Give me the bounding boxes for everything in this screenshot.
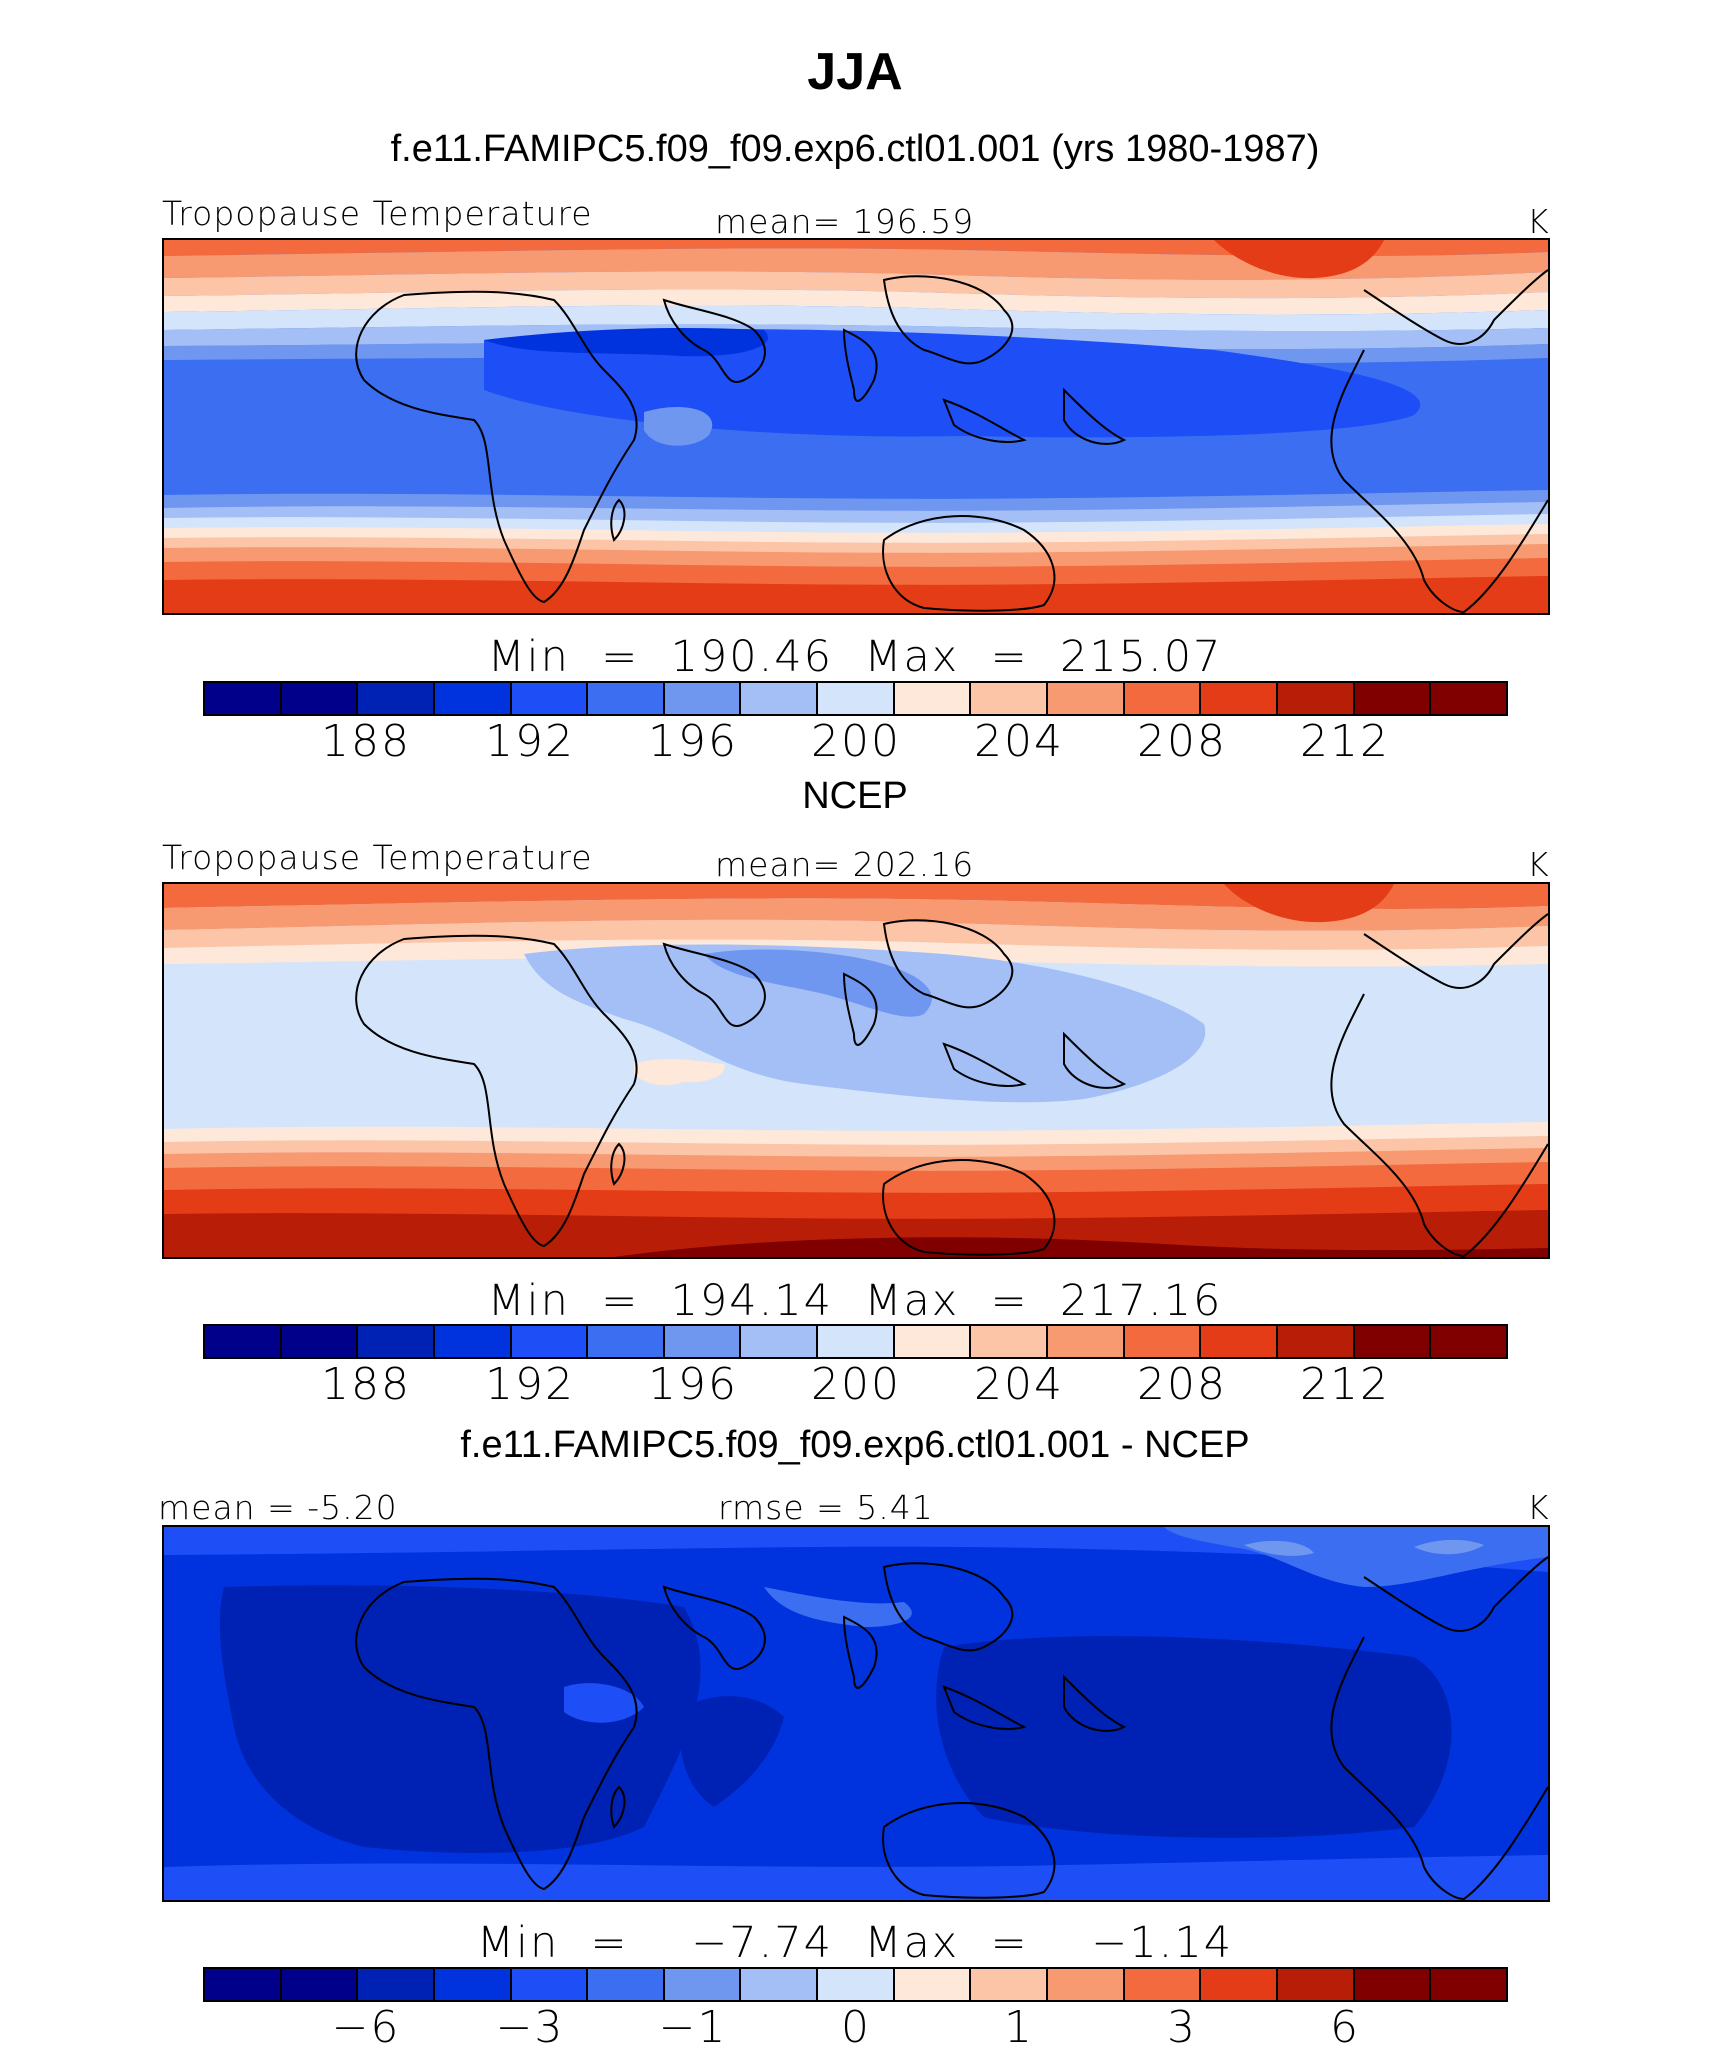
- colorbar-tick-label: 204: [974, 1359, 1064, 1410]
- panel-3-colorbar-ticks: −6 −3 −1 0 1 3 6: [0, 2002, 1710, 2053]
- colorbar-swatch: [1277, 1969, 1355, 2000]
- colorbar-swatch: [588, 683, 665, 714]
- colorbar-swatch: [588, 1969, 665, 2000]
- colorbar-tick-label: 6: [1330, 2002, 1360, 2053]
- colorbar-swatch: [1201, 1969, 1278, 2000]
- colorbar-swatch: [588, 1326, 665, 1357]
- colorbar-swatch: [1354, 1326, 1432, 1357]
- colorbar-swatch: [664, 1969, 742, 2000]
- colorbar-swatch: [971, 1326, 1049, 1357]
- colorbar-swatch: [1201, 1326, 1278, 1357]
- panel-3-min-max: Min = −7.74 Max = −1.14: [476, 1918, 1234, 1968]
- colorbar-swatch: [894, 1969, 972, 2000]
- colorbar-tick-label: 212: [1300, 716, 1390, 767]
- colorbar-tick-label: 208: [1137, 1359, 1227, 1410]
- colorbar-tick-label: 192: [485, 1359, 575, 1410]
- colorbar-swatch: [511, 683, 589, 714]
- colorbar-swatch: [281, 1326, 359, 1357]
- panel-1-map: [162, 238, 1550, 615]
- colorbar-swatch: [1431, 1326, 1506, 1357]
- panel-1-colorbar-ticks: 188 192 196 200 204 208 212: [0, 716, 1710, 767]
- colorbar-swatch: [358, 1969, 435, 2000]
- colorbar-tick-label: 188: [321, 716, 411, 767]
- colorbar-swatch: [1048, 1969, 1125, 2000]
- colorbar-swatch: [434, 1969, 512, 2000]
- colorbar-swatch: [511, 1969, 589, 2000]
- colorbar-swatch: [818, 1326, 895, 1357]
- panel-2-min-max: Min = 194.14 Max = 217.16: [487, 1276, 1223, 1326]
- colorbar-swatch: [894, 1326, 972, 1357]
- colorbar-swatch: [1124, 683, 1202, 714]
- colorbar-swatch: [205, 683, 282, 714]
- panel-1-mean-label: mean= 196.59: [715, 202, 975, 241]
- colorbar-swatch: [1124, 1969, 1202, 2000]
- colorbar-swatch: [1124, 1326, 1202, 1357]
- colorbar-tick-label: −1: [658, 2002, 728, 2053]
- colorbar-swatch: [281, 1969, 359, 2000]
- colorbar-swatch: [818, 1969, 895, 2000]
- colorbar-swatch: [434, 1326, 512, 1357]
- panel-1-units-label: K: [1527, 202, 1550, 241]
- colorbar-swatch: [894, 683, 972, 714]
- colorbar-swatch: [1048, 1326, 1125, 1357]
- panel-2-title: NCEP: [802, 775, 908, 817]
- colorbar-tick-label: −6: [331, 2002, 401, 2053]
- colorbar-swatch: [1277, 1326, 1355, 1357]
- colorbar-swatch: [434, 683, 512, 714]
- panel-2-colorbar: [203, 1324, 1508, 1359]
- colorbar-tick-label: 212: [1300, 1359, 1390, 1410]
- colorbar-swatch: [1431, 683, 1506, 714]
- panel-1-variable-label: Tropopause Temperature: [162, 194, 593, 233]
- colorbar-tick-label: 204: [974, 716, 1064, 767]
- colorbar-swatch: [741, 1969, 819, 2000]
- colorbar-swatch: [1354, 1969, 1432, 2000]
- colorbar-swatch: [971, 1969, 1049, 2000]
- colorbar-swatch: [511, 1326, 589, 1357]
- panel-1-min-max: Min = 190.46 Max = 215.07: [487, 632, 1223, 682]
- panel-3-colorbar: [203, 1967, 1508, 2002]
- colorbar-swatch: [1431, 1969, 1506, 2000]
- panel-1-colorbar: [203, 681, 1508, 716]
- colorbar-swatch: [1354, 683, 1432, 714]
- colorbar-swatch: [664, 683, 742, 714]
- panel-1-title: f.e11.FAMIPC5.f09_f09.exp6.ctl01.001 (yr…: [390, 128, 1320, 170]
- colorbar-tick-label: 188: [321, 1359, 411, 1410]
- colorbar-swatch: [971, 683, 1049, 714]
- panel-3-mean-label: mean = -5.20: [158, 1488, 398, 1527]
- colorbar-swatch: [1048, 683, 1125, 714]
- colorbar-swatch: [205, 1326, 282, 1357]
- colorbar-tick-label: 208: [1137, 716, 1227, 767]
- panel-3-rmse-label: rmse = 5.41: [718, 1488, 934, 1527]
- colorbar-tick-label: 1: [1004, 2002, 1034, 2053]
- panel-2-variable-label: Tropopause Temperature: [162, 838, 593, 877]
- colorbar-tick-label: 3: [1167, 2002, 1197, 2053]
- colorbar-swatch: [205, 1969, 282, 2000]
- colorbar-tick-label: 192: [485, 716, 575, 767]
- colorbar-swatch: [741, 683, 819, 714]
- colorbar-swatch: [741, 1326, 819, 1357]
- colorbar-swatch: [664, 1326, 742, 1357]
- colorbar-tick-label: 196: [648, 716, 738, 767]
- panel-2-units-label: K: [1527, 845, 1550, 884]
- panel-3-title: f.e11.FAMIPC5.f09_f09.exp6.ctl01.001 - N…: [460, 1424, 1250, 1466]
- colorbar-swatch: [358, 683, 435, 714]
- colorbar-tick-label: −3: [495, 2002, 565, 2053]
- colorbar-swatch: [1201, 683, 1278, 714]
- panel-3-map: [162, 1525, 1550, 1902]
- colorbar-tick-label: 200: [811, 1359, 901, 1410]
- colorbar-swatch: [818, 683, 895, 714]
- colorbar-tick-label: 200: [811, 716, 901, 767]
- colorbar-tick-label: 196: [648, 1359, 738, 1410]
- panel-2-map: [162, 882, 1550, 1259]
- figure-title: JJA: [807, 43, 903, 101]
- colorbar-swatch: [358, 1326, 435, 1357]
- panel-2-colorbar-ticks: 188 192 196 200 204 208 212: [0, 1359, 1710, 1410]
- panel-3-units-label: K: [1527, 1488, 1550, 1527]
- colorbar-swatch: [1277, 683, 1355, 714]
- colorbar-swatch: [281, 683, 359, 714]
- colorbar-tick-label: 0: [841, 2002, 871, 2053]
- panel-2-mean-label: mean= 202.16: [715, 845, 975, 884]
